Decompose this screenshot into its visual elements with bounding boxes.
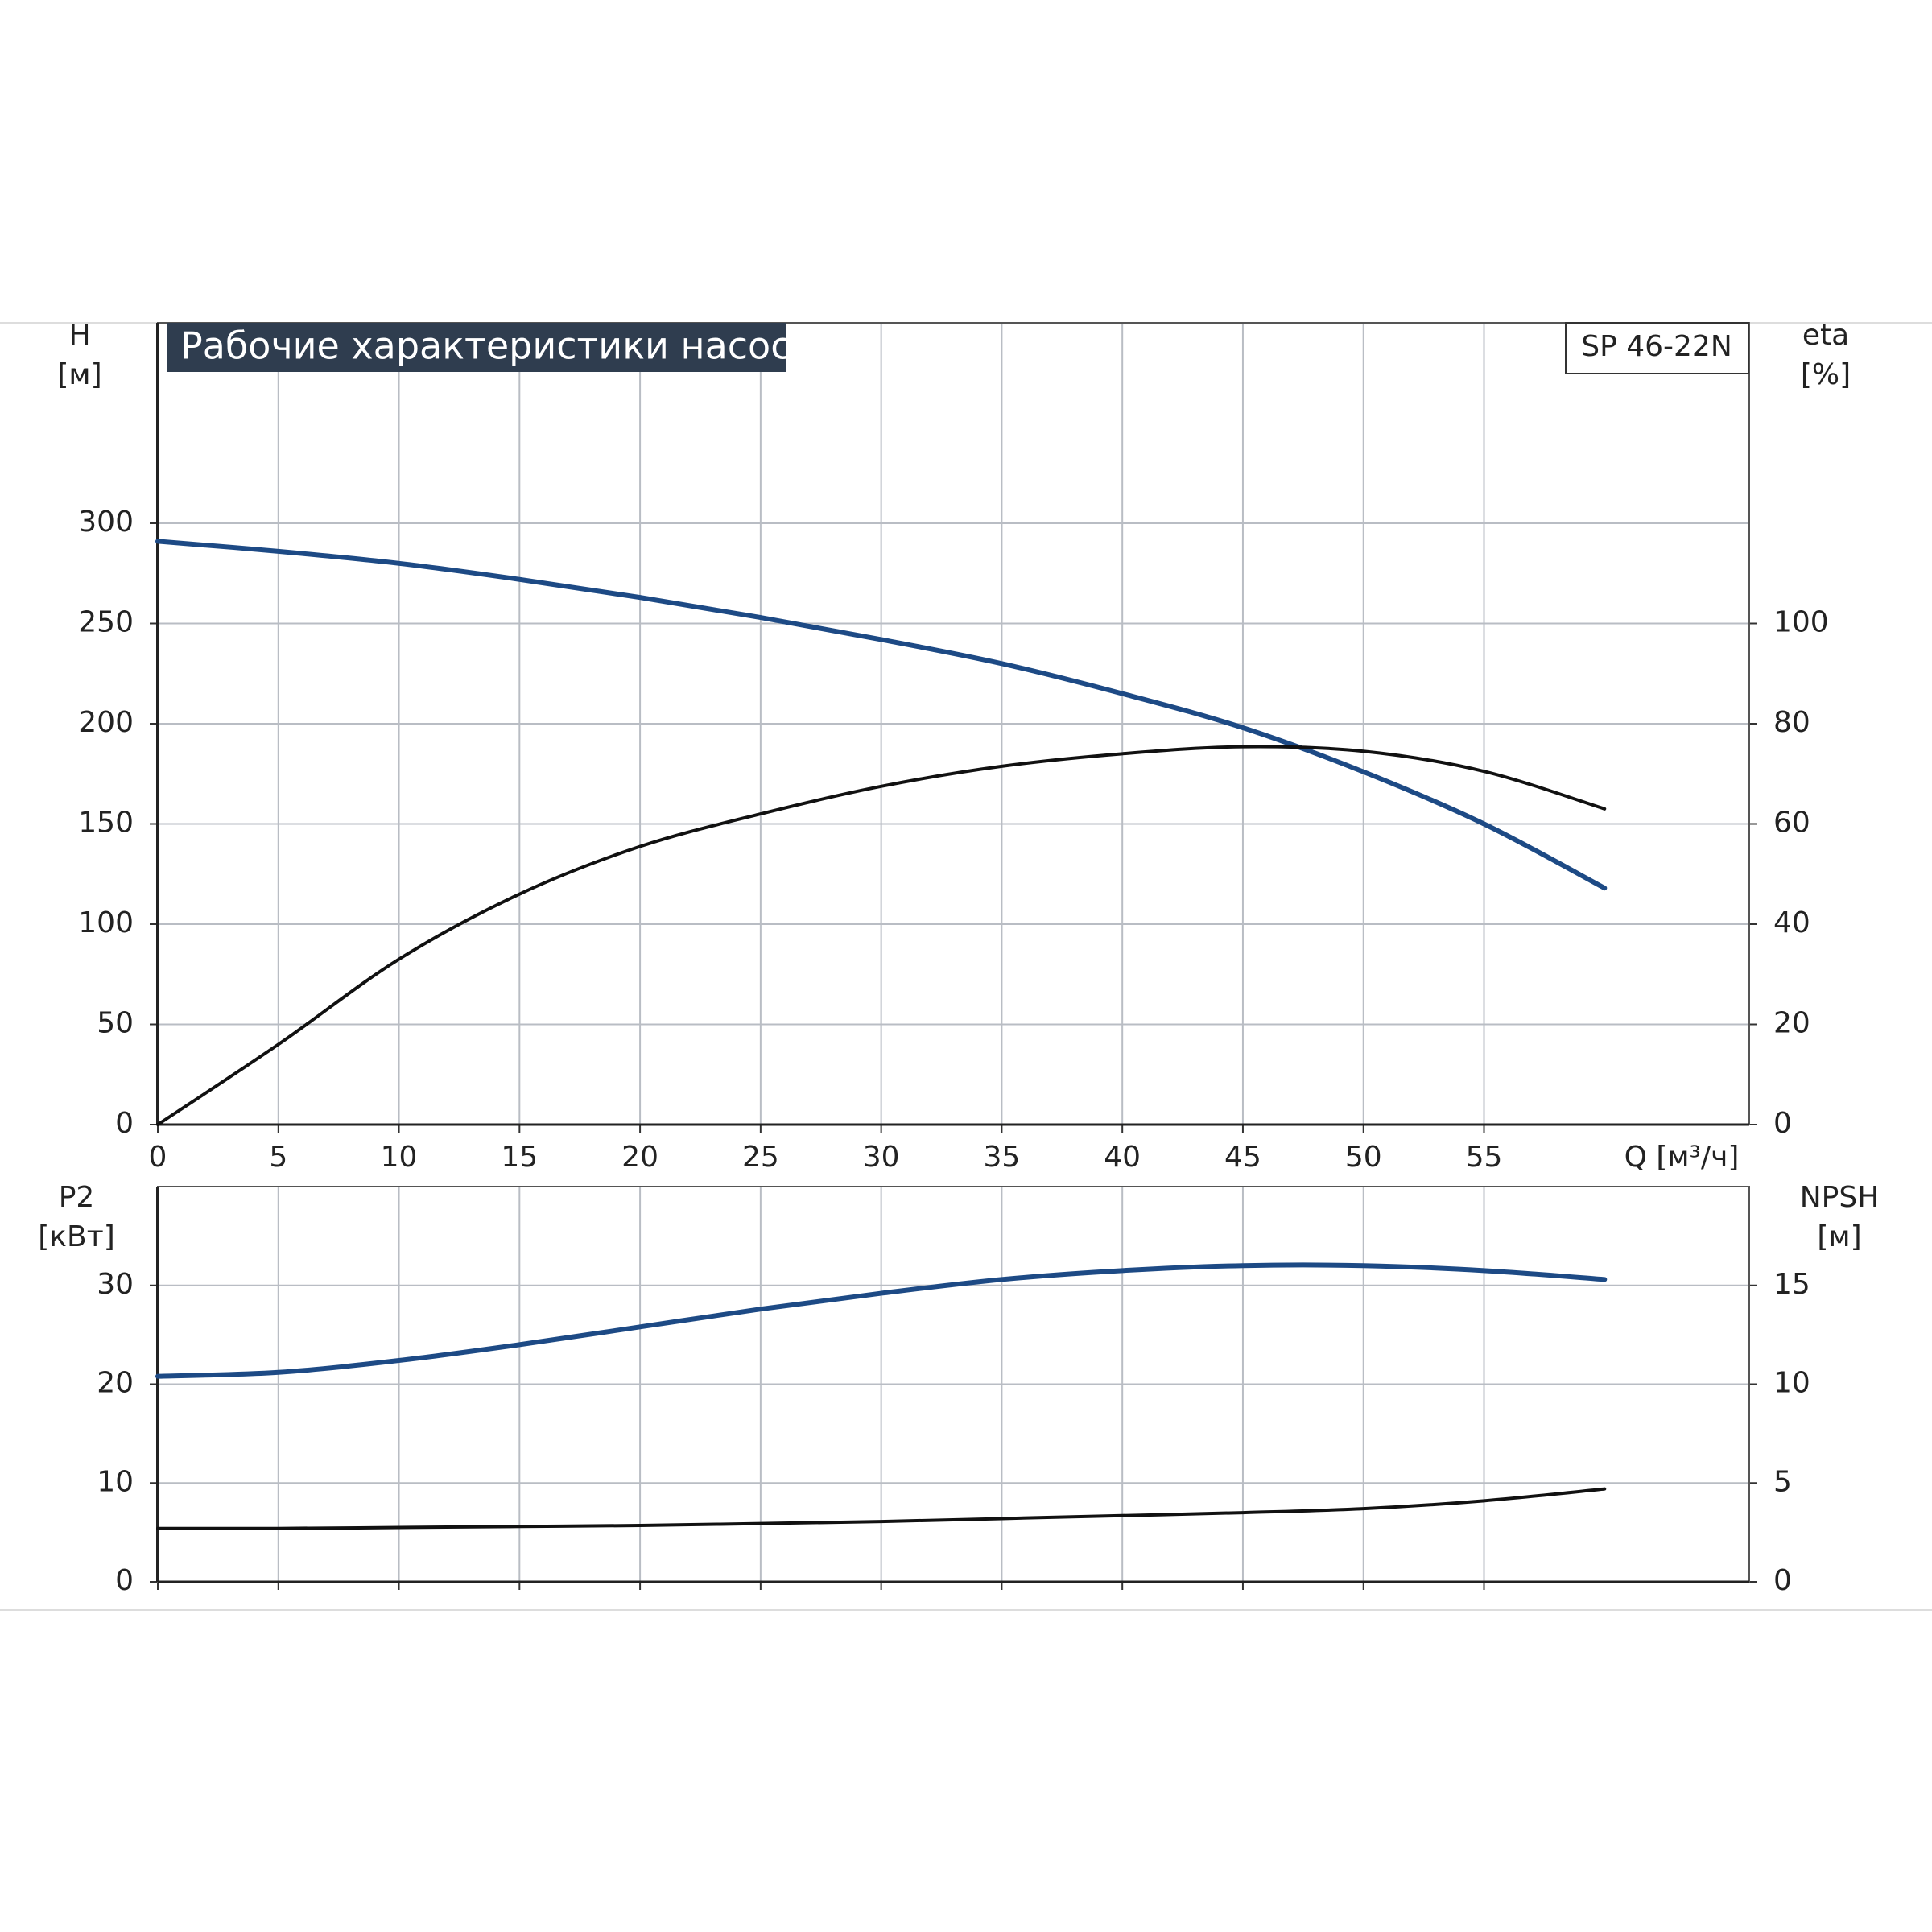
y2-axis-label: NPSH xyxy=(1800,1181,1880,1214)
model-box xyxy=(1565,322,1749,374)
x-tick-label: 55 xyxy=(1466,1141,1503,1174)
y-tick-label: 0 xyxy=(115,1107,134,1140)
x-tick-label: 50 xyxy=(1345,1141,1382,1174)
curve xyxy=(156,745,1607,1126)
y-tick-label: 250 xyxy=(78,606,134,639)
y-tick-label: 100 xyxy=(78,906,134,939)
y-tick-label: 0 xyxy=(115,1564,134,1597)
title-box xyxy=(167,323,786,372)
y-axis-unit: [кВт] xyxy=(38,1220,115,1253)
y2-tick-label: 0 xyxy=(1773,1564,1792,1597)
curve xyxy=(155,539,1608,891)
y-tick-label: 10 xyxy=(97,1465,134,1498)
y-tick-label: 50 xyxy=(97,1007,134,1040)
y2-tick-label: 100 xyxy=(1773,606,1829,639)
model-label: SP 46-22N xyxy=(1581,330,1732,363)
y-tick-label: 20 xyxy=(97,1367,134,1400)
y2-tick-label: 80 xyxy=(1773,706,1810,739)
y-axis-label: P2 xyxy=(59,1181,95,1214)
x-tick-label: 20 xyxy=(621,1141,658,1174)
y2-tick-label: 0 xyxy=(1773,1107,1792,1140)
x-tick-label: 35 xyxy=(984,1141,1021,1174)
x-tick-label: 45 xyxy=(1224,1141,1261,1174)
chart-title: Рабочие характеристики насоса xyxy=(180,324,814,368)
y2-tick-label: 40 xyxy=(1773,906,1810,939)
x-tick-label: 5 xyxy=(269,1141,287,1174)
x-axis-label: Q [м³/ч] xyxy=(1624,1141,1740,1174)
y2-tick-label: 10 xyxy=(1773,1367,1810,1400)
y-tick-label: 300 xyxy=(78,506,134,539)
x-tick-label: 10 xyxy=(381,1141,418,1174)
y2-tick-label: 20 xyxy=(1773,1007,1810,1040)
x-tick-label: 30 xyxy=(863,1141,900,1174)
x-tick-label: 25 xyxy=(742,1141,779,1174)
y2-tick-label: 5 xyxy=(1773,1465,1792,1498)
y2-axis-unit: [м] xyxy=(1817,1220,1861,1253)
y-axis-unit: [м] xyxy=(57,358,101,391)
y2-tick-label: 15 xyxy=(1773,1268,1810,1301)
x-tick-label: 40 xyxy=(1104,1141,1141,1174)
x-tick-label: 0 xyxy=(149,1141,167,1174)
x-tick-label: 15 xyxy=(501,1141,538,1174)
y-tick-label: 30 xyxy=(97,1268,134,1301)
y-axis-label: H xyxy=(68,319,90,352)
curve xyxy=(155,1262,1608,1379)
y2-axis-unit: [%] xyxy=(1801,358,1851,391)
y-tick-label: 200 xyxy=(78,706,134,739)
y2-axis-label: eta xyxy=(1802,319,1849,352)
y-tick-label: 150 xyxy=(78,807,134,840)
curve xyxy=(156,1487,1607,1530)
y2-tick-label: 60 xyxy=(1773,807,1810,840)
